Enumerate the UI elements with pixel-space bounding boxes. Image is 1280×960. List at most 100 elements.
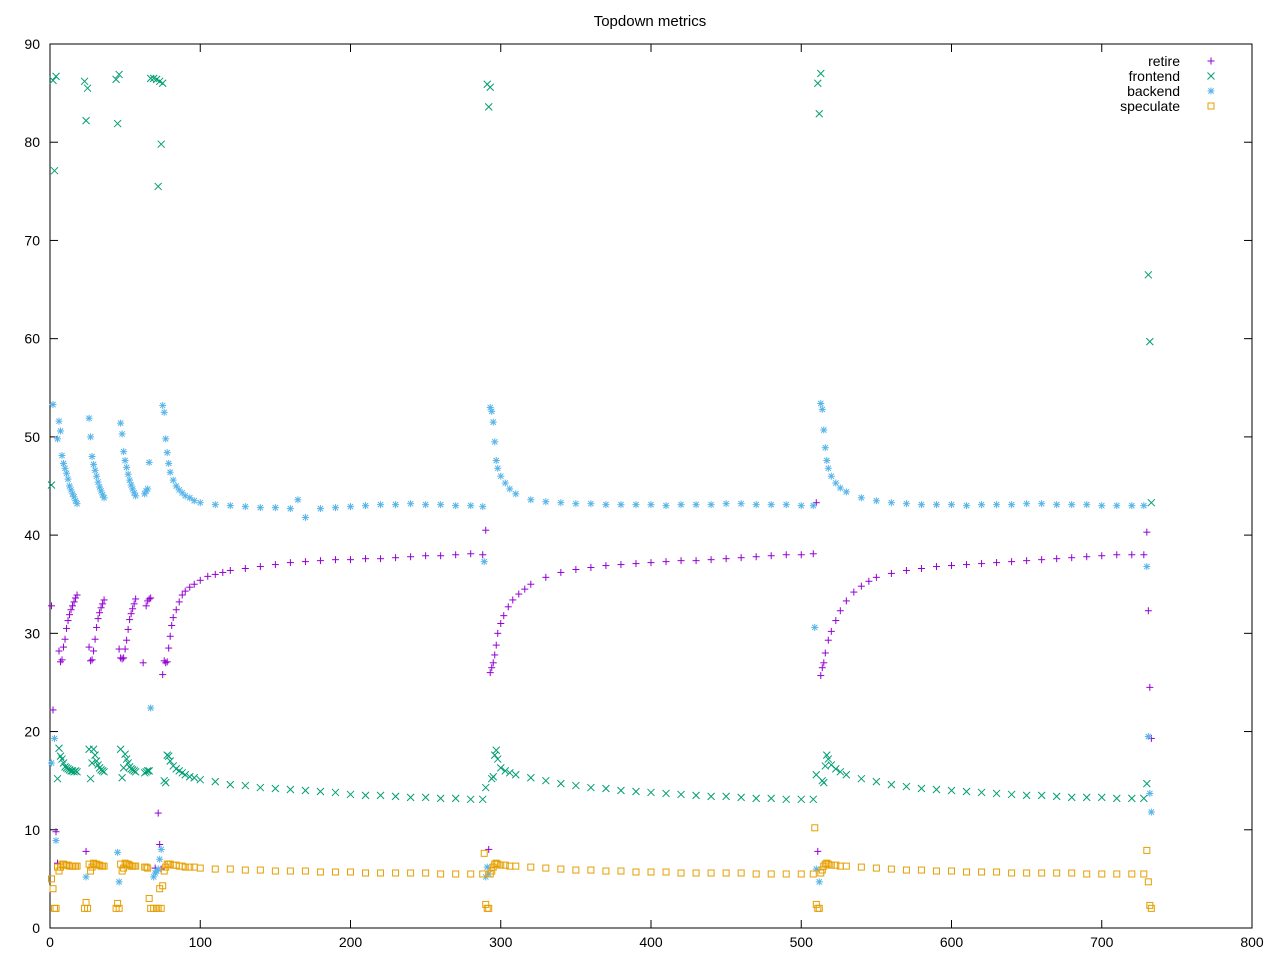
point-speculate — [362, 869, 370, 877]
point-retire — [219, 568, 227, 576]
point-retire — [186, 583, 194, 591]
point-speculate — [978, 868, 986, 876]
point-backend — [823, 456, 831, 464]
point-backend — [662, 502, 670, 510]
point-retire — [362, 555, 370, 563]
point-backend — [157, 845, 165, 853]
point-speculate — [347, 868, 354, 876]
point-retire — [842, 597, 850, 605]
point-backend — [512, 490, 520, 498]
point-frontend — [121, 750, 129, 759]
point-retire — [488, 664, 496, 672]
point-backend — [1143, 563, 1151, 571]
point-retire — [88, 656, 96, 664]
point-frontend — [782, 795, 791, 804]
point-retire — [824, 636, 832, 644]
point-retire — [123, 636, 131, 644]
point-frontend — [492, 746, 501, 755]
x-tick-label: 700 — [1090, 934, 1114, 950]
point-frontend — [466, 795, 475, 804]
point-speculate — [1147, 904, 1155, 912]
point-backend — [1144, 732, 1152, 740]
point-speculate — [157, 904, 165, 912]
point-retire — [271, 561, 279, 569]
series-frontend — [47, 69, 1156, 804]
x-tick-label: 800 — [1240, 934, 1264, 950]
point-frontend — [902, 782, 911, 791]
x-tick-label: 500 — [790, 934, 814, 950]
point-speculate — [84, 904, 92, 912]
point-retire — [316, 557, 324, 565]
point-frontend — [346, 790, 355, 799]
point-backend — [331, 504, 339, 512]
point-retire — [948, 562, 955, 570]
point-backend — [752, 501, 760, 509]
point-frontend — [241, 781, 250, 790]
point-retire — [204, 572, 212, 580]
point-backend — [1083, 501, 1091, 509]
point-backend — [58, 452, 66, 460]
y-tick-label: 80 — [24, 134, 40, 150]
point-retire — [707, 556, 715, 564]
point-backend — [494, 464, 502, 472]
point-frontend — [831, 765, 840, 773]
point-backend — [527, 496, 535, 504]
point-frontend — [88, 759, 96, 767]
point-speculate — [932, 867, 940, 875]
series-backend — [48, 399, 1155, 886]
point-retire — [1083, 553, 1091, 561]
point-frontend — [813, 79, 822, 88]
point-speculate — [52, 904, 60, 912]
point-retire — [211, 570, 219, 578]
point-retire — [587, 564, 595, 572]
point-speculate — [677, 869, 685, 877]
plot-area-border — [49, 43, 1253, 929]
x-tick-label: 100 — [189, 934, 213, 950]
point-frontend — [113, 119, 122, 128]
point-retire — [172, 606, 180, 614]
point-retire — [692, 557, 700, 565]
point-speculate — [49, 885, 57, 893]
y-tick-label: 20 — [24, 724, 40, 740]
point-backend — [887, 499, 895, 507]
point-frontend — [1139, 794, 1148, 803]
point-speculate — [196, 864, 204, 872]
point-retire — [737, 554, 745, 562]
point-retire — [100, 596, 108, 604]
point-speculate — [814, 904, 822, 912]
point-retire — [347, 556, 354, 564]
point-retire — [63, 624, 71, 632]
point-speculate — [142, 863, 150, 871]
point-retire — [156, 841, 164, 849]
point-speculate — [842, 862, 850, 870]
point-speculate — [587, 866, 595, 874]
point-frontend — [815, 109, 824, 118]
point-retire — [118, 655, 126, 663]
point-frontend — [632, 787, 640, 796]
point-speculate — [159, 882, 167, 890]
point-backend — [130, 489, 138, 497]
point-backend — [52, 837, 60, 845]
point-backend — [114, 848, 122, 856]
point-frontend — [816, 69, 825, 78]
point-retire — [93, 623, 101, 631]
x-tick-label: 600 — [940, 934, 964, 950]
point-retire — [814, 847, 822, 855]
point-frontend — [707, 792, 715, 801]
point-retire — [1053, 555, 1061, 563]
point-backend — [48, 759, 56, 767]
point-retire — [175, 598, 183, 606]
point-backend — [542, 498, 550, 506]
point-frontend — [617, 786, 625, 795]
point-retire — [827, 627, 835, 635]
point-frontend — [767, 794, 776, 803]
point-frontend — [572, 781, 580, 790]
point-frontend — [490, 751, 499, 759]
point-backend — [1068, 501, 1076, 509]
point-frontend — [316, 787, 325, 796]
point-backend — [54, 435, 62, 443]
point-frontend — [857, 774, 866, 783]
point-speculate — [479, 870, 487, 878]
point-backend — [186, 494, 194, 502]
x-tick-label: 200 — [339, 934, 363, 950]
